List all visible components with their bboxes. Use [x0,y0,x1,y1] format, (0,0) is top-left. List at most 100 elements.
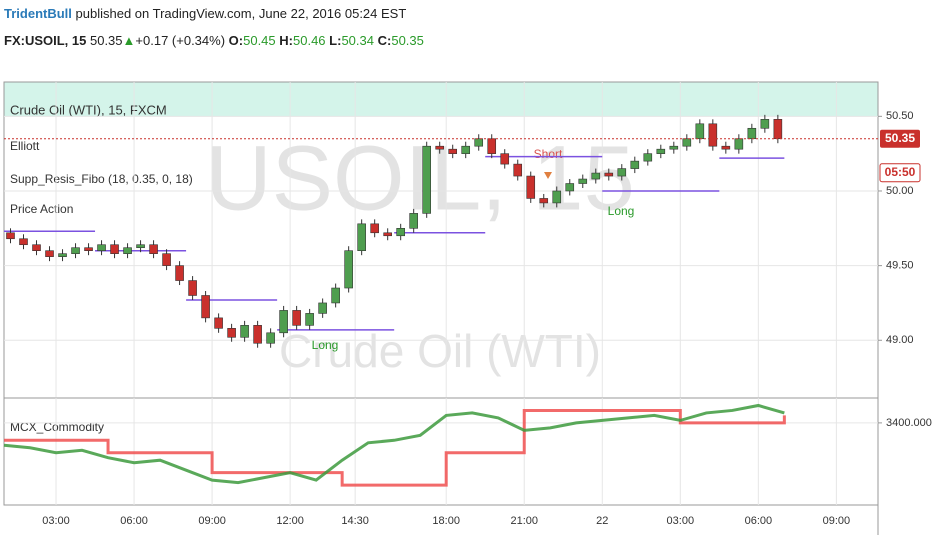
candle-body [526,175,536,199]
header-line: TridentBull published on TradingView.com… [4,6,406,21]
candle-body [682,138,692,147]
candle-body [240,325,249,338]
candle-body [162,253,171,266]
candle-body [370,223,379,234]
watermark: USOIL, 15 [205,127,635,229]
candle-body [552,190,562,204]
candle-body [58,253,67,257]
indicator-name: Price Action [10,202,73,216]
candle-body [149,244,158,254]
candle-body [695,123,705,140]
candle-body [435,145,444,150]
candle-body [84,247,93,251]
candle-body [6,232,15,240]
candle-body [448,148,458,154]
candle-body [669,145,679,150]
x-tick-label: 03:00 [42,515,70,527]
price-tag [880,129,920,148]
high-label: H: [279,33,293,48]
y-tick-label: 49.00 [886,334,914,346]
annotation: Long [312,338,339,352]
x-tick-label: 18:00 [432,515,460,527]
y-tick-label: 50.00 [886,185,914,197]
candle-body [474,138,484,147]
candle-body [747,127,757,140]
open: 50.45 [243,33,276,48]
symbol: FX:USOIL, 15 [4,33,87,48]
x-tick-label: 22 [596,515,608,527]
countdown-tag [879,163,921,183]
symbol-line: FX:USOIL, 15 50.35▲+0.17 (+0.34%) O:50.4… [4,33,424,48]
candle-body [656,148,666,154]
candle-body [32,244,41,251]
candle-body [513,163,523,177]
candle-body [175,265,184,281]
x-tick-label: 06:00 [745,515,773,527]
indicator-name: Elliott [10,139,40,153]
candle-body [201,295,210,319]
candle-body [357,223,366,251]
close-label: C: [377,33,392,48]
high: 50.46 [293,33,326,48]
candle-body [396,228,405,237]
x-tick-label: 09:00 [198,515,226,527]
candle-body [214,317,223,329]
short-arrow [544,172,552,179]
candle-body [188,280,197,296]
candle-body [565,183,575,192]
candle-body [487,138,497,154]
published: published on TradingView.com, June 22, 2… [75,6,407,21]
x-tick-label: 14:30 [341,515,369,527]
last: 50.35 [89,33,123,48]
countdown-label: 05:50 [885,165,916,179]
candle-body [97,244,106,251]
candle-body [266,332,275,344]
panel-title: MCX_Commodity [10,420,104,434]
x-tick-label: 12:00 [276,515,304,527]
annotation: Short [534,147,563,161]
candle-body [760,119,770,129]
candle-body [227,328,236,338]
indicator-line [4,408,786,487]
indicator-name: Supp_Resis_Fibo (18, 0.35, 0, 18) [10,172,193,186]
author[interactable]: TridentBull [4,6,72,21]
panel-title: Crude Oil (WTI), 15, FXCM [10,102,167,117]
arrow: ▲ [122,33,136,48]
candle-body [604,172,614,177]
candle-body [422,145,431,214]
candle-body [383,232,392,237]
x-tick-label: 06:00 [120,515,148,527]
candle-body [344,250,353,289]
candle-body [708,123,718,147]
candle-body [279,310,288,334]
candle-body [292,310,301,326]
low-label: L: [329,33,342,48]
candle-body [71,247,80,254]
candle-body [110,244,119,254]
y-tick-label: 50.50 [886,110,914,122]
candle-body [253,325,262,344]
candle-body [461,145,471,154]
candle-body [318,302,327,314]
close: 50.35 [391,33,424,48]
x-tick-label: 03:00 [667,515,695,527]
candle-body [136,244,145,249]
candle-body [721,145,731,150]
candle-body [630,160,640,169]
band [4,82,878,116]
y-tick-label: 49.50 [886,260,914,272]
candle-body [123,247,132,254]
candle-body [643,153,653,162]
change: +0.17 (+0.34%) [135,33,226,48]
candle-body [591,172,601,180]
candle-body [617,168,627,177]
price-tag-label: 50.35 [885,131,915,145]
candle-body [734,138,744,150]
candle-body [19,238,28,246]
x-tick-label: 09:00 [823,515,851,527]
candle-body [500,153,510,165]
candle-body [773,119,783,140]
